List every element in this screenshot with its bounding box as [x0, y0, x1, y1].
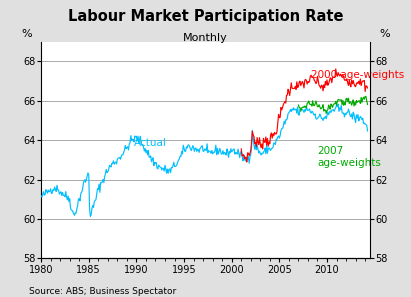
Text: Actual: Actual [134, 138, 167, 148]
Text: Monthly: Monthly [183, 33, 228, 43]
Text: %: % [379, 29, 390, 40]
Text: %: % [21, 29, 32, 40]
Text: 2007
age-weights: 2007 age-weights [317, 146, 381, 168]
Text: 2000 age-weights: 2000 age-weights [311, 70, 404, 80]
Text: Source: ABS; Business Spectator: Source: ABS; Business Spectator [29, 287, 176, 296]
Text: Labour Market Participation Rate: Labour Market Participation Rate [68, 9, 343, 24]
